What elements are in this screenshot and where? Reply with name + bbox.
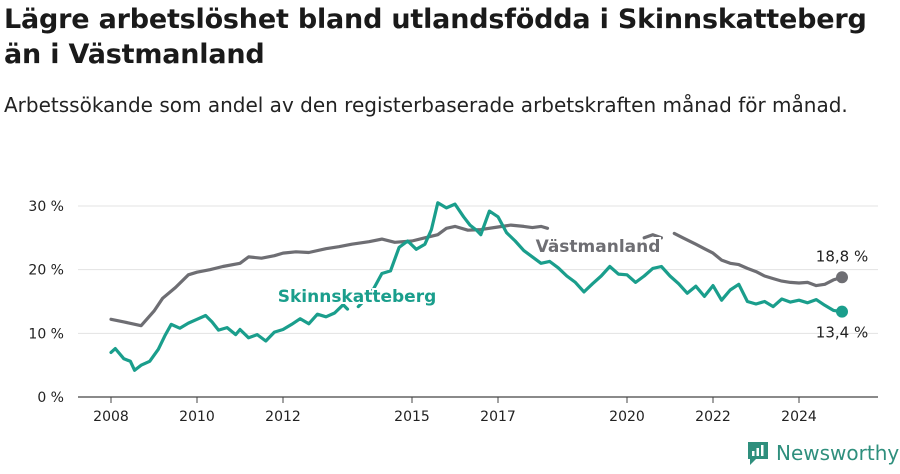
x-tick-label: 2017 (480, 409, 516, 425)
x-tick-label: 2024 (781, 409, 817, 425)
y-tick-label: 20 % (28, 263, 64, 279)
x-tick-label: 2008 (93, 409, 129, 425)
x-tick-label: 2015 (394, 409, 430, 425)
end-point-v-stmanland (836, 271, 848, 284)
y-tick-label: 10 % (28, 326, 64, 342)
brand-logo: Newsworthy (746, 440, 899, 466)
x-tick-label: 2022 (695, 409, 731, 425)
series-line-skinnskatteberg (109, 201, 844, 372)
brand-name: Newsworthy (776, 441, 900, 465)
series-label-skinnskatteberg: Skinnskatteberg (278, 287, 437, 307)
series-label-vastmanland: Västmanland (536, 237, 661, 257)
chart-subtitle: Arbetssökande som andel av den registerb… (4, 93, 848, 117)
x-tick-label: 2010 (179, 409, 215, 425)
x-tick-label: 2020 (609, 409, 645, 425)
x-tick-label: 2012 (265, 409, 301, 425)
series-line-v-stmanland (109, 223, 844, 328)
end-value-label-v-stmanland: 18,8 % (816, 247, 868, 265)
newsworthy-logo-icon (748, 442, 768, 465)
y-tick-label: 0 % (37, 390, 64, 406)
chart-title: Lägre arbetslöshet bland utlandsfödda i … (4, 4, 867, 70)
end-value-label-skinnskatteberg: 13,4 % (816, 324, 868, 342)
y-tick-label: 30 % (28, 199, 64, 215)
end-point-skinnskatteberg (836, 305, 848, 318)
